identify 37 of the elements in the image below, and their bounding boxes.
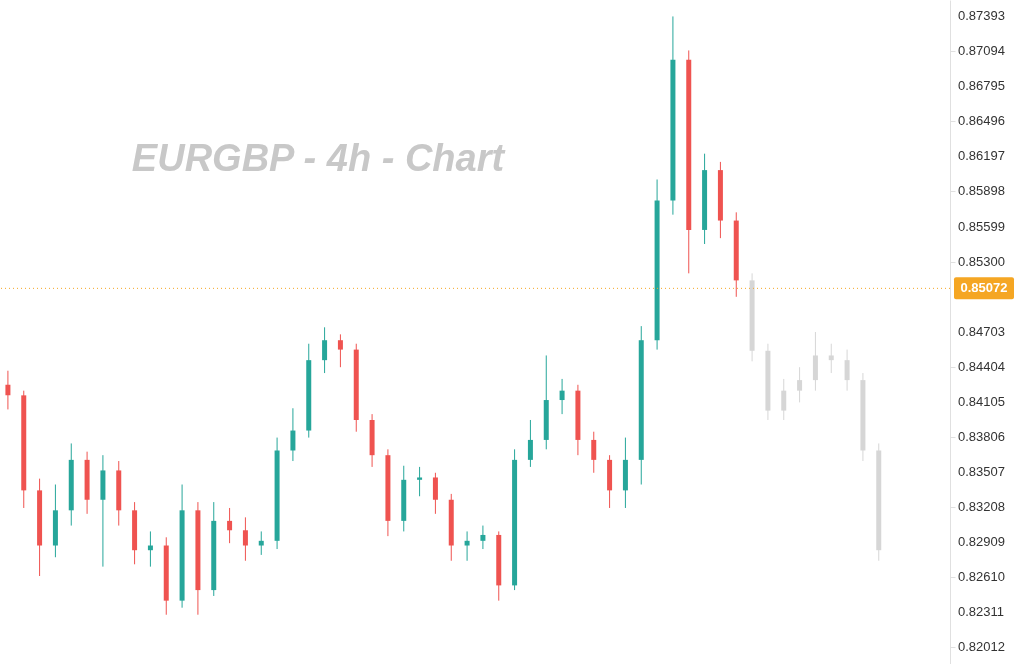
candlestick bbox=[464, 530, 470, 562]
y-tick-label: 0.83507 bbox=[958, 463, 1005, 479]
y-tick-label: 0.83806 bbox=[958, 428, 1005, 444]
y-tick-label: 0.84105 bbox=[958, 393, 1005, 409]
y-tick-label: 0.82012 bbox=[958, 639, 1005, 655]
candlestick bbox=[797, 366, 803, 403]
candlestick bbox=[527, 419, 533, 468]
y-tick-label: 0.85898 bbox=[958, 183, 1005, 199]
y-tick-label: 0.82311 bbox=[958, 604, 1005, 620]
candlestick bbox=[337, 333, 343, 368]
candlestick bbox=[417, 466, 423, 497]
candlestick bbox=[559, 378, 565, 415]
candlestick bbox=[227, 507, 233, 544]
y-tick-label: 0.86496 bbox=[958, 113, 1005, 129]
y-tick-label: 0.86795 bbox=[958, 78, 1005, 94]
y-tick-label: 0.84703 bbox=[958, 323, 1005, 339]
y-tick-label: 0.87393 bbox=[958, 8, 1005, 24]
candlestick bbox=[591, 431, 597, 474]
y-tick-label: 0.84404 bbox=[958, 358, 1005, 374]
ref-line-label: 0.85072 bbox=[960, 280, 1008, 296]
candlestick bbox=[290, 407, 296, 462]
y-tick-label: 0.87094 bbox=[958, 43, 1005, 59]
candlestick bbox=[322, 326, 328, 374]
candlestick bbox=[828, 343, 834, 374]
y-tick-label: 0.83208 bbox=[958, 499, 1005, 515]
candlestick bbox=[844, 349, 850, 392]
candlestick bbox=[242, 516, 248, 562]
y-tick-label: 0.85599 bbox=[958, 218, 1005, 234]
y-tick-label: 0.86197 bbox=[958, 148, 1005, 164]
y-tick-label: 0.85300 bbox=[958, 253, 1005, 269]
candlestick bbox=[432, 472, 438, 515]
candlestick bbox=[480, 525, 486, 550]
candlestick bbox=[258, 530, 264, 556]
y-tick-label: 0.82909 bbox=[958, 534, 1005, 550]
y-tick-label: 0.82610 bbox=[958, 569, 1005, 585]
candlestick bbox=[781, 378, 787, 421]
candlestick bbox=[5, 370, 11, 410]
